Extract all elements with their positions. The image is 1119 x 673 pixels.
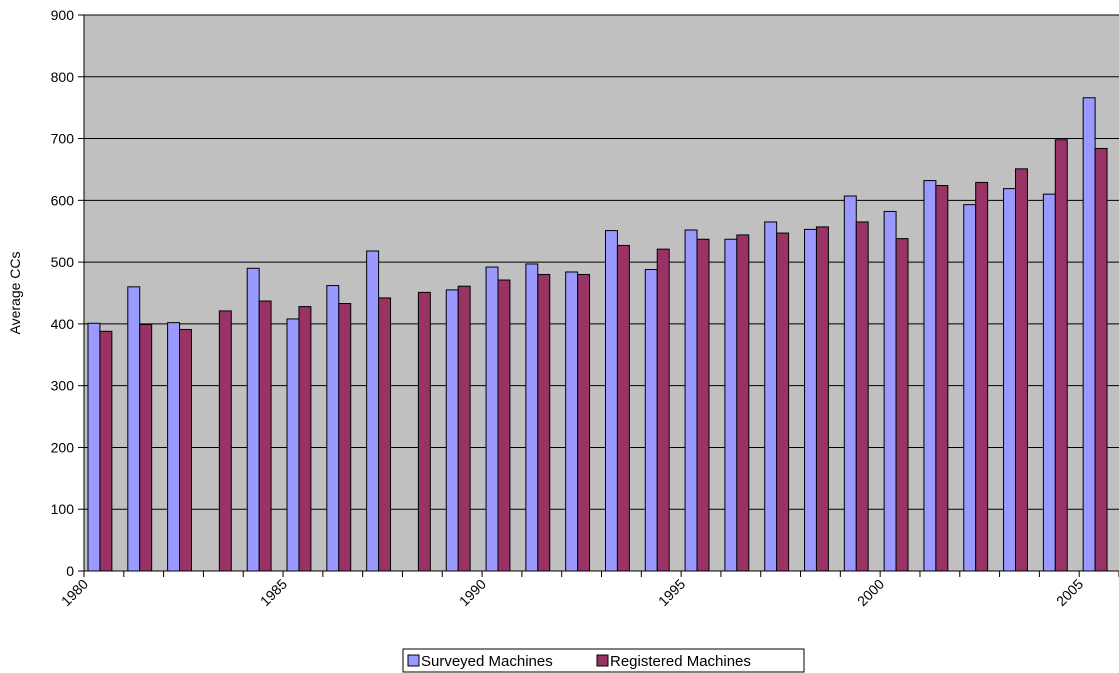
- y-tick-label: 300: [51, 378, 75, 394]
- y-tick-label: 600: [51, 192, 75, 208]
- bar-registered: [855, 221, 869, 572]
- y-tick-labels: 0 100 200 300 400 500 600 700 800 900: [51, 7, 75, 579]
- x-tick-label: 1985: [257, 576, 290, 609]
- y-axis-title: Average CCs: [7, 251, 23, 334]
- bar-surveyed: [684, 229, 698, 572]
- bar-registered: [935, 185, 949, 572]
- bar-registered: [537, 273, 551, 572]
- bar-surveyed: [525, 263, 539, 572]
- y-tick-label: 0: [66, 563, 74, 579]
- bar-surveyed: [167, 322, 181, 572]
- y-tick-label: 200: [51, 439, 75, 455]
- bar-registered: [497, 279, 511, 572]
- bar-surveyed: [127, 286, 141, 572]
- bar-registered: [258, 300, 272, 572]
- bar-registered: [696, 238, 710, 572]
- y-tick-label: 900: [51, 7, 75, 23]
- bar-registered: [417, 291, 431, 572]
- bar-surveyed: [1082, 97, 1096, 572]
- bar-registered: [815, 226, 829, 572]
- y-tick-label: 800: [51, 69, 75, 85]
- y-tick-label: 400: [51, 316, 75, 332]
- bar-registered: [895, 238, 909, 572]
- bar-registered: [1015, 168, 1028, 572]
- axes: [78, 14, 1119, 577]
- x-tick-label: 1990: [456, 576, 489, 609]
- bar-registered: [1094, 147, 1108, 572]
- bar-surveyed: [724, 238, 738, 572]
- bars: [87, 97, 1108, 572]
- x-tick-label: 1995: [655, 576, 688, 609]
- x-tick-label: 2000: [854, 576, 887, 609]
- bar-surveyed: [764, 221, 778, 572]
- bar-surveyed: [1042, 193, 1056, 572]
- bar-surveyed: [485, 266, 499, 572]
- bar-registered: [218, 310, 232, 572]
- bar-surveyed: [644, 269, 658, 572]
- bar-registered: [975, 181, 989, 572]
- legend-label-registered: Registered Machines: [610, 653, 751, 670]
- x-tick-label: 1980: [58, 576, 91, 609]
- bar-registered: [179, 328, 192, 572]
- bar-surveyed: [604, 230, 618, 572]
- bar-surveyed: [565, 271, 579, 572]
- bar-surveyed: [286, 318, 300, 572]
- y-tick-label: 500: [51, 254, 75, 270]
- bar-surveyed: [1003, 188, 1016, 572]
- bar-surveyed: [883, 210, 897, 572]
- x-tick-label: 2005: [1053, 576, 1086, 609]
- bar-surveyed: [246, 267, 260, 572]
- legend: Surveyed Machines Registered Machines: [402, 648, 805, 673]
- bar-registered: [457, 285, 471, 572]
- y-tick-label: 100: [51, 501, 75, 517]
- y-tick-label: 700: [51, 131, 75, 147]
- bar-surveyed: [326, 285, 340, 572]
- legend-swatch-surveyed: [407, 654, 420, 667]
- x-tick-labels: 1980 1985 1990 1995 2000 2005: [58, 576, 1087, 609]
- bar-registered: [139, 324, 153, 572]
- bar-registered: [656, 248, 670, 572]
- bar-registered: [776, 232, 790, 572]
- bar-surveyed: [963, 204, 977, 572]
- bar-registered: [577, 273, 591, 572]
- bar-registered: [298, 306, 312, 572]
- bar-surveyed: [87, 322, 101, 572]
- bar-registered: [1054, 139, 1068, 572]
- bar-surveyed: [923, 180, 937, 572]
- bar-registered: [736, 234, 750, 572]
- bar-surveyed: [804, 228, 817, 572]
- bar-surveyed: [843, 195, 857, 572]
- bar-registered: [99, 330, 113, 572]
- legend-label-surveyed: Surveyed Machines: [421, 653, 553, 670]
- bar-surveyed: [366, 250, 380, 572]
- bar-registered: [338, 303, 352, 572]
- bar-registered: [616, 244, 630, 572]
- bar-registered: [378, 297, 392, 572]
- bar-surveyed: [445, 289, 459, 572]
- legend-swatch-registered: [596, 654, 609, 667]
